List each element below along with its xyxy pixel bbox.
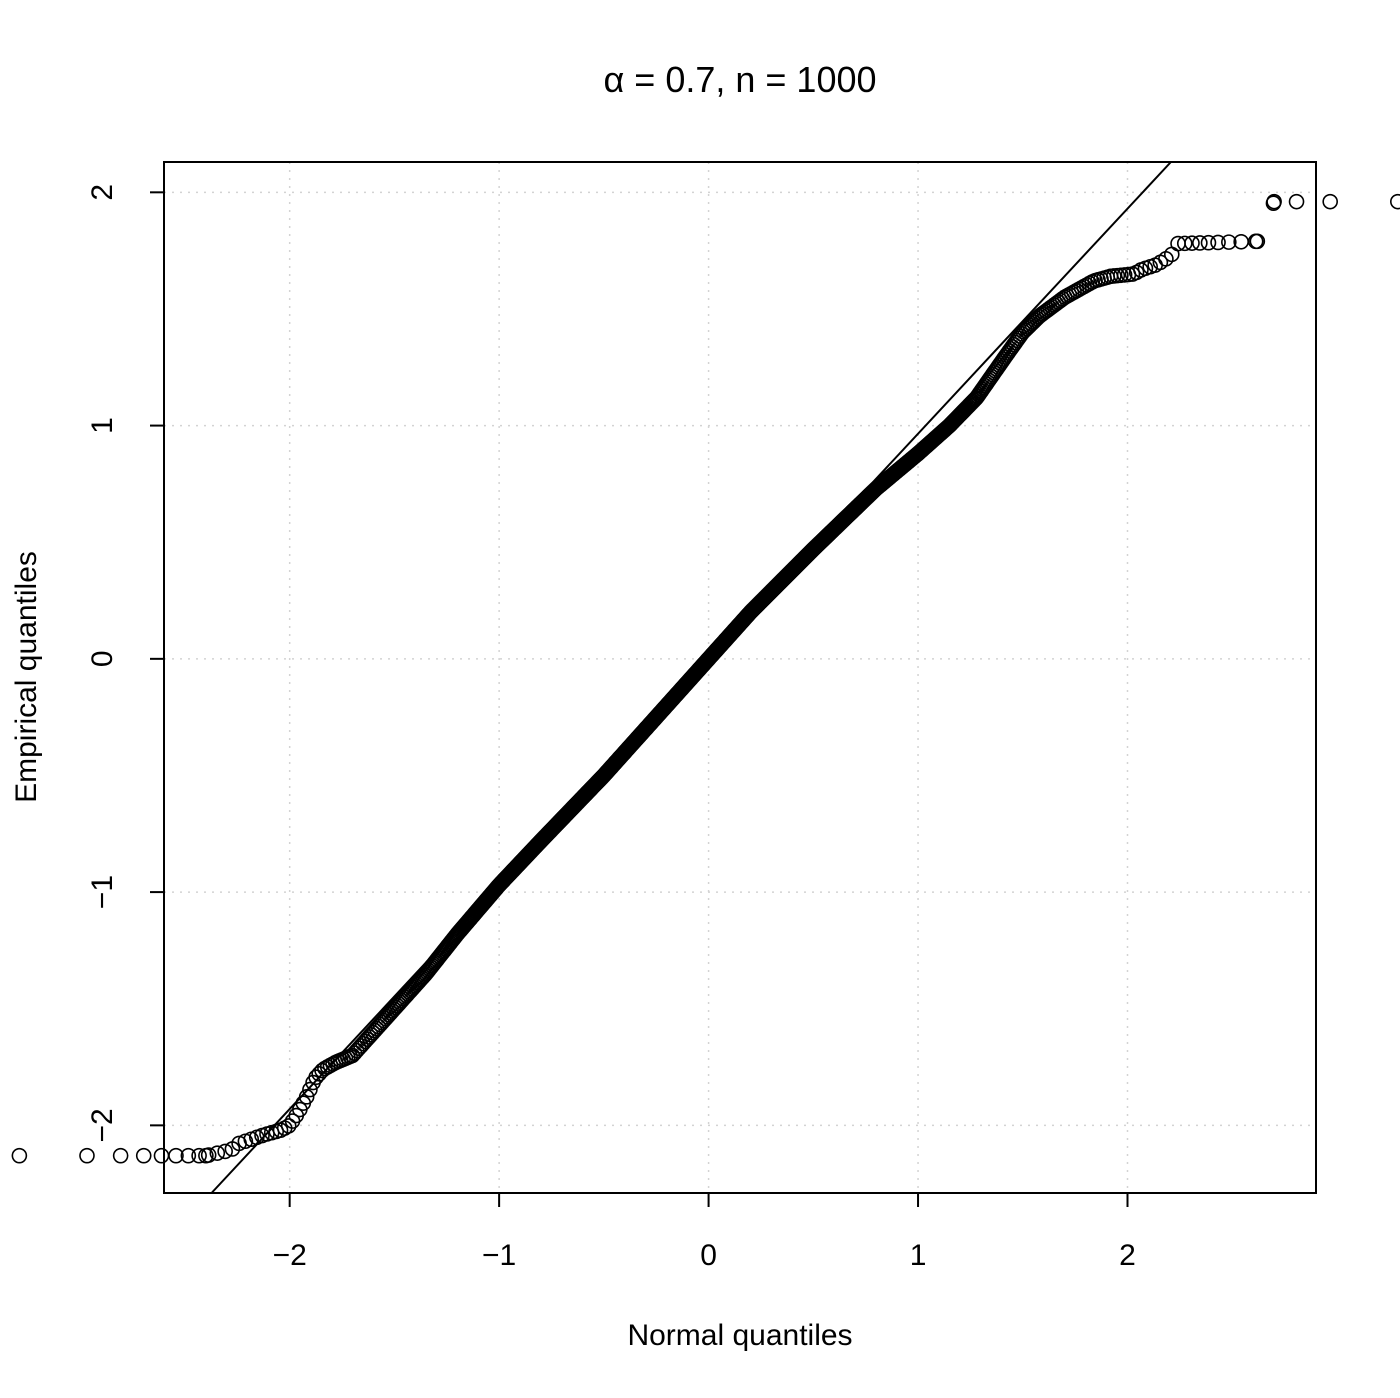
data-point (1210, 234, 1226, 251)
y-tick-label: 1 (86, 417, 119, 434)
data-point (302, 1081, 318, 1098)
y-tick-label: −2 (86, 1108, 119, 1142)
data-point (298, 1089, 315, 1105)
data-point (1200, 234, 1217, 251)
data-point (1176, 235, 1193, 252)
data-point (1184, 235, 1200, 251)
x-tick-label: 0 (700, 1239, 717, 1272)
data-point (1322, 193, 1338, 210)
x-tick-label: 2 (1119, 1239, 1136, 1272)
data-point (1192, 235, 1208, 251)
chart-title: α = 0.7, n = 1000 (603, 59, 876, 100)
data-point (198, 1147, 214, 1164)
data-point (280, 1118, 297, 1134)
data-point (112, 1147, 129, 1164)
grid (164, 162, 1316, 1193)
x-axis-label: Normal quantiles (627, 1319, 852, 1352)
x-tick-label: 1 (910, 1239, 927, 1272)
data-point (1390, 193, 1400, 210)
data-point (1266, 193, 1282, 210)
plot-frame (163, 161, 1317, 1194)
data-point (180, 1147, 197, 1164)
data-point (1288, 193, 1305, 210)
data-point (79, 1147, 95, 1164)
x-tick-label: −1 (482, 1239, 516, 1272)
data-point (209, 1145, 226, 1161)
data-point (217, 1143, 233, 1160)
y-axis-label: Empirical quantiles (10, 551, 43, 803)
data-point (1221, 234, 1237, 250)
data-point (1249, 233, 1266, 250)
data-point (191, 1147, 207, 1164)
y-tick-label: 0 (86, 650, 119, 667)
y-tick-label: −1 (86, 875, 119, 909)
y-axis: −2 −1 0 1 2 (86, 184, 165, 1142)
x-tick-label: −2 (273, 1239, 307, 1272)
y-tick-label: 2 (86, 184, 119, 201)
data-point (153, 1147, 170, 1164)
data-point (168, 1147, 184, 1164)
data-points (11, 193, 1400, 1164)
data-point (135, 1147, 152, 1164)
x-axis: −2 −1 0 1 2 (273, 1192, 1136, 1272)
data-point (11, 1147, 28, 1164)
